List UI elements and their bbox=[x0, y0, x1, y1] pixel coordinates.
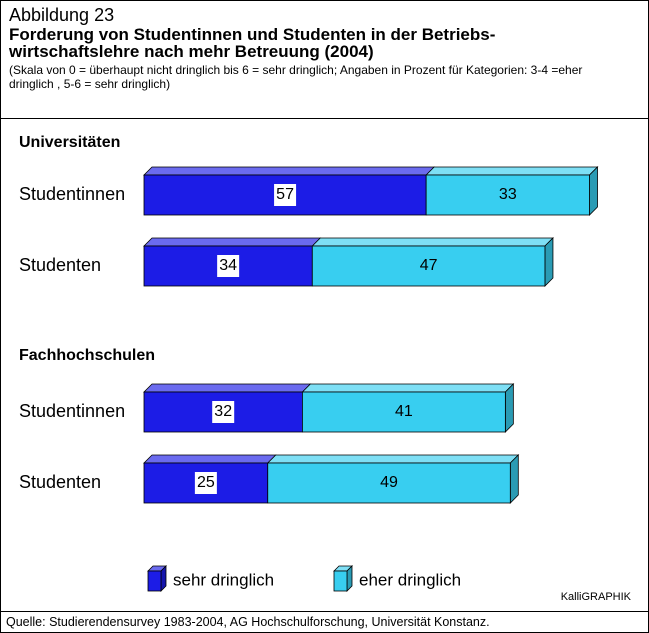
bar-top bbox=[301, 383, 515, 393]
bar bbox=[266, 454, 520, 504]
figure-number: Abbildung 23 bbox=[9, 5, 115, 25]
bar-top bbox=[143, 383, 312, 393]
category-label: Studentinnen bbox=[19, 184, 125, 204]
value-label-box bbox=[194, 472, 217, 494]
legend-label: sehr dringlich bbox=[173, 570, 274, 589]
title: Forderung von Studentinnen und Studenten… bbox=[9, 25, 496, 61]
bar-top bbox=[425, 166, 599, 176]
bar-side bbox=[504, 383, 514, 433]
bar-top bbox=[143, 454, 277, 464]
value-label: 41 bbox=[395, 403, 413, 420]
credit: KalliGRAPHIK bbox=[561, 591, 632, 603]
legend-swatch-side bbox=[160, 565, 167, 592]
value-label: 57 bbox=[276, 186, 294, 203]
value-label-box bbox=[212, 401, 235, 423]
value-label: 34 bbox=[219, 257, 237, 274]
legend-label: eher dringlich bbox=[359, 570, 461, 589]
bar-front bbox=[425, 174, 590, 216]
chart: Universitäten Fachhochschulen Studentinnen… bbox=[19, 134, 632, 603]
value-label: 33 bbox=[499, 186, 517, 203]
group-title: Fachhochschulen bbox=[19, 347, 155, 364]
bar-side bbox=[544, 237, 554, 287]
legend-swatch bbox=[147, 565, 167, 592]
legend-swatch-front bbox=[147, 570, 162, 592]
legend-swatch-front bbox=[333, 570, 348, 592]
category-label: Studenten bbox=[19, 255, 101, 275]
category-label: Studenten bbox=[19, 472, 101, 492]
value-label-box bbox=[217, 255, 240, 277]
value-label: 47 bbox=[420, 257, 438, 274]
bar-top bbox=[143, 166, 436, 176]
value-label: 25 bbox=[197, 474, 215, 491]
legend-swatch bbox=[333, 565, 353, 592]
bar-top bbox=[266, 454, 520, 464]
value-label: 32 bbox=[214, 403, 232, 420]
bar-top bbox=[311, 237, 554, 247]
value-label: 49 bbox=[380, 474, 398, 491]
bar bbox=[311, 237, 554, 287]
bar-front bbox=[301, 391, 506, 433]
category-label: Studentinnen bbox=[19, 401, 125, 421]
bar-front bbox=[311, 245, 546, 287]
bar-front bbox=[267, 462, 511, 504]
legend-swatch-side bbox=[346, 565, 353, 592]
bar-top bbox=[143, 237, 322, 247]
bar-side bbox=[589, 166, 598, 216]
group-title: Universitäten bbox=[19, 134, 120, 151]
source: Quelle: Studierendensurvey 1983-2004, AG… bbox=[1, 611, 648, 632]
bar bbox=[301, 383, 515, 433]
bar-side bbox=[509, 454, 519, 504]
header: Abbildung 23 Forderung von Studentinnen … bbox=[1, 1, 648, 119]
subtitle: (Skala von 0 = überhaupt nicht dringlich… bbox=[9, 63, 583, 91]
bar bbox=[425, 166, 599, 216]
value-label-box bbox=[274, 184, 297, 206]
